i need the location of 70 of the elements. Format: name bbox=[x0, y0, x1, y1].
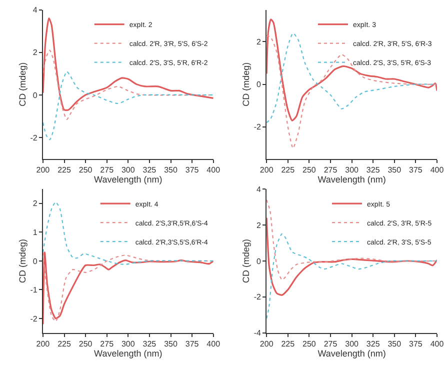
x-tick-label: 300 bbox=[345, 339, 360, 348]
x-tick-label: 400 bbox=[206, 165, 221, 174]
x-tick-label: 325 bbox=[142, 165, 157, 174]
x-tick-label: 375 bbox=[409, 165, 423, 174]
line-series bbox=[266, 199, 437, 280]
x-tick-label: 275 bbox=[324, 165, 338, 174]
x-tick-label: 225 bbox=[281, 165, 296, 174]
x-tick-label: 300 bbox=[121, 165, 136, 174]
x-tick-label: 225 bbox=[58, 339, 72, 348]
y-tick-label: -2 bbox=[30, 133, 38, 142]
x-tick-label: 250 bbox=[78, 165, 93, 174]
y-tick-label: 4 bbox=[256, 184, 262, 194]
line-series bbox=[42, 70, 214, 140]
y-tick-label: 0 bbox=[32, 256, 38, 266]
x-tick-label: 250 bbox=[302, 339, 316, 348]
x-axis-title: Wavelength (nm) bbox=[318, 174, 386, 184]
y-tick-label: -1 bbox=[30, 285, 38, 294]
line-series bbox=[266, 217, 437, 296]
y-axis-title: CD (mdeg) bbox=[18, 62, 28, 106]
x-tick-label: 275 bbox=[100, 339, 114, 348]
y-tick-label: 2 bbox=[32, 199, 38, 208]
x-axis-title: Wavelength (nm) bbox=[318, 348, 386, 358]
x-tick-label: 325 bbox=[366, 339, 380, 348]
y-tick-label: -2 bbox=[30, 314, 38, 324]
x-tick-label: 400 bbox=[430, 339, 444, 348]
y-axis-title: CD (mdeg) bbox=[241, 238, 252, 283]
y-tick-label: -4 bbox=[254, 328, 262, 338]
y-tick-label: 4 bbox=[32, 6, 38, 15]
x-tick-label: 200 bbox=[260, 339, 274, 348]
x-tick-label: 200 bbox=[36, 339, 50, 348]
line-series bbox=[266, 32, 437, 124]
line-series bbox=[266, 34, 437, 149]
x-tick-label: 325 bbox=[366, 165, 380, 174]
x-tick-label: 225 bbox=[281, 339, 296, 348]
y-axis-title: CD (mdeg) bbox=[18, 238, 28, 283]
x-tick-label: 350 bbox=[388, 165, 402, 174]
y-tick-label: 2 bbox=[256, 38, 262, 47]
x-tick-label: 200 bbox=[36, 165, 50, 174]
y-tick-label: 0 bbox=[256, 80, 262, 90]
y-tick-label: 2 bbox=[32, 48, 38, 58]
line-series bbox=[266, 18, 437, 122]
x-tick-label: 275 bbox=[324, 339, 338, 348]
x-tick-label: 375 bbox=[409, 339, 423, 348]
x-tick-label: 375 bbox=[185, 165, 200, 174]
y-tick-label: -2 bbox=[254, 122, 262, 132]
y-axis-title: CD (mdeg) bbox=[241, 62, 252, 106]
y-tick-label: 0 bbox=[32, 90, 38, 100]
line-series bbox=[42, 201, 214, 265]
line-series bbox=[42, 17, 214, 112]
y-tick-label: 1 bbox=[32, 228, 38, 237]
x-tick-label: 350 bbox=[164, 165, 178, 174]
x-tick-label: 300 bbox=[345, 165, 360, 174]
x-tick-label: 350 bbox=[164, 339, 178, 348]
x-tick-label: 350 bbox=[388, 339, 402, 348]
y-tick-label: -2 bbox=[254, 292, 262, 302]
x-tick-label: 400 bbox=[430, 165, 444, 174]
x-tick-label: 300 bbox=[121, 339, 136, 348]
x-tick-label: 275 bbox=[100, 165, 114, 174]
x-axis-title: Wavelength (nm) bbox=[94, 348, 162, 358]
x-tick-label: 400 bbox=[206, 339, 221, 348]
y-tick-label: 2 bbox=[256, 220, 262, 230]
y-tick-label: 0 bbox=[256, 256, 262, 266]
x-tick-label: 250 bbox=[78, 339, 93, 348]
x-axis-title: Wavelength (nm) bbox=[94, 174, 162, 184]
x-tick-label: 225 bbox=[58, 165, 72, 174]
x-tick-label: 325 bbox=[142, 339, 157, 348]
line-series bbox=[266, 233, 437, 319]
x-tick-label: 375 bbox=[185, 339, 200, 348]
x-tick-label: 200 bbox=[260, 165, 274, 174]
x-tick-label: 250 bbox=[302, 165, 316, 174]
